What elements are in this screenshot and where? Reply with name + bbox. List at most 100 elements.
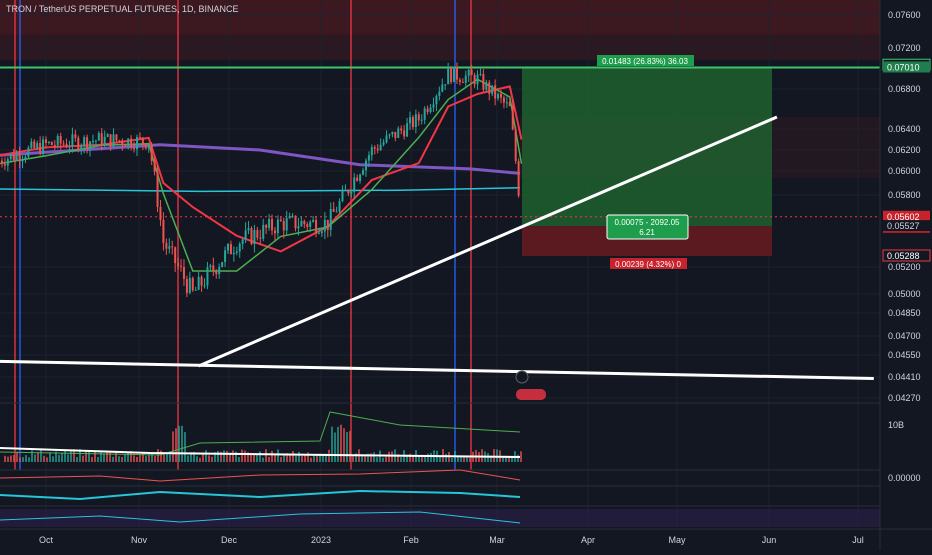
- candle-body: [201, 277, 203, 286]
- volume-bar: [334, 432, 336, 462]
- candle-body: [359, 175, 361, 181]
- candle-body: [432, 104, 434, 107]
- price-badge-label: 0.05527: [887, 221, 920, 231]
- volume-bar: [280, 457, 282, 462]
- volume-bar: [133, 455, 135, 462]
- candle-body: [318, 233, 320, 234]
- volume-bar: [196, 456, 198, 462]
- candle-body: [145, 144, 147, 149]
- chart-title: TRON / TetherUS PERPETUAL FUTURES, 1D, B…: [6, 4, 239, 14]
- volume-bar: [349, 431, 351, 462]
- volume-bar: [271, 451, 273, 462]
- volume-bar: [343, 428, 345, 462]
- candle-body: [124, 145, 126, 147]
- volume-bar: [493, 449, 495, 462]
- candle-body: [268, 219, 270, 228]
- candle-body: [7, 159, 9, 166]
- volume-bar: [262, 458, 264, 462]
- candle-body: [256, 230, 258, 238]
- candle-body: [406, 123, 408, 136]
- volume-bar: [25, 455, 27, 462]
- candle-body: [227, 244, 229, 251]
- candle-body: [482, 74, 484, 90]
- volume-bar: [181, 426, 183, 462]
- candle-body: [497, 94, 499, 98]
- candle-body: [350, 192, 352, 194]
- candle-body: [24, 157, 26, 159]
- candle-body: [453, 66, 455, 82]
- candle-body: [353, 178, 355, 192]
- candle-body: [280, 220, 282, 221]
- volume-bar: [58, 455, 60, 462]
- candle-body: [168, 246, 170, 248]
- candle-body: [22, 159, 24, 161]
- volume-bar: [175, 428, 177, 462]
- volume-bar: [13, 455, 15, 462]
- candle-body: [456, 66, 458, 79]
- candle-body: [74, 134, 76, 137]
- volume-bar: [187, 456, 189, 462]
- candle-body: [447, 68, 449, 85]
- volume-bar: [85, 451, 87, 462]
- price-tick-label: 0.06000: [888, 166, 921, 176]
- candle-body: [265, 225, 267, 228]
- candle-body: [292, 216, 294, 217]
- volume-bar: [238, 457, 240, 462]
- candle-body: [162, 220, 164, 243]
- candle-body: [418, 114, 420, 120]
- candle-body: [212, 265, 214, 270]
- candle-body: [110, 134, 112, 147]
- volume-bar: [469, 458, 471, 462]
- volume-bar: [400, 457, 402, 462]
- time-tick-label: Mar: [489, 535, 505, 545]
- candle-body: [195, 290, 197, 291]
- candle-body: [86, 137, 88, 149]
- candle-body: [60, 136, 62, 143]
- price-tick-label: 0.07200: [888, 43, 921, 53]
- candle-body: [80, 146, 82, 149]
- price-tick-label: 0.04700: [888, 331, 921, 341]
- volume-bar: [517, 455, 519, 462]
- candle-body: [424, 109, 426, 120]
- candle-body: [107, 134, 109, 137]
- candle-body: [503, 98, 505, 103]
- volume-bar: [259, 451, 261, 462]
- time-tick-label: Dec: [221, 535, 238, 545]
- candle-body: [180, 266, 182, 267]
- candle-body: [159, 207, 161, 220]
- candle-body: [506, 102, 508, 103]
- volume-bar: [43, 456, 45, 462]
- volume-bar: [289, 455, 291, 462]
- candle-body: [347, 190, 349, 193]
- volume-bar: [211, 457, 213, 462]
- volume-bar: [322, 456, 324, 462]
- candle-body: [327, 220, 329, 230]
- candle-body: [209, 265, 211, 267]
- volume-bar: [268, 457, 270, 462]
- volume-bar: [118, 456, 120, 462]
- candle-body: [518, 161, 520, 196]
- candle-body: [48, 142, 50, 143]
- candle-body: [89, 142, 91, 150]
- volume-bar: [10, 456, 12, 462]
- candle-body: [183, 267, 185, 279]
- volume-bar: [19, 457, 21, 462]
- candle-body: [509, 102, 511, 106]
- candle-body: [10, 154, 12, 159]
- candle-body: [206, 267, 208, 285]
- candle-body: [98, 133, 100, 140]
- candle-body: [321, 231, 323, 233]
- candle-body: [1, 161, 3, 164]
- price-tick-label: 0.04270: [888, 393, 921, 403]
- candle-body: [283, 221, 285, 230]
- volume-bar: [172, 431, 174, 462]
- volume-bar: [373, 452, 375, 462]
- candle-body: [377, 149, 379, 151]
- candle-body: [339, 201, 341, 211]
- candle-body: [92, 141, 94, 142]
- candle-body: [394, 132, 396, 138]
- volume-bar: [250, 454, 252, 462]
- candle-body: [113, 134, 115, 146]
